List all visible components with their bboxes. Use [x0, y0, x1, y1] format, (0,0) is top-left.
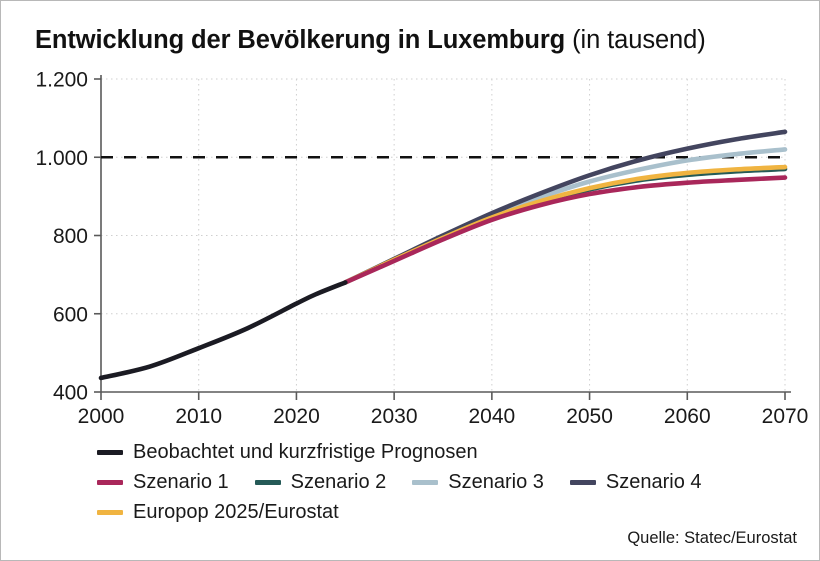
- chart-series-lines: [98, 129, 788, 381]
- chart-y-axis-labels: 400 600 800 1.000 1.200: [35, 69, 88, 405]
- legend-label: Europop 2025/Eurostat: [133, 500, 339, 523]
- legend-color-swatch-icon: [97, 509, 123, 515]
- y-tick-label: 1.200: [35, 69, 88, 92]
- legend-label: Beobachtet und kurzfristige Prognosen: [133, 440, 478, 463]
- x-tick-label: 2000: [78, 405, 125, 428]
- chart-plot-area: 400 600 800 1.000 1.200 2000 2010 2020 2030 2040…: [35, 69, 809, 429]
- legend-label: Szenario 1: [133, 470, 229, 493]
- legend-color-swatch-icon: [254, 479, 281, 485]
- y-tick-label: 600: [53, 303, 88, 326]
- chart-tick-marks: [94, 78, 786, 400]
- x-tick-label: 2070: [762, 405, 809, 428]
- chart-line-beobachtet-und-kurzfristige-prognosen: [98, 280, 348, 381]
- legend-item-szenario-4[interactable]: Szenario 4: [569, 470, 702, 494]
- legend-item-europop-2025-eurostat[interactable]: Europop 2025/Eurostat: [97, 501, 339, 524]
- legend-color-swatch-icon: [569, 479, 596, 485]
- x-tick-label: 2020: [273, 405, 320, 428]
- legend-item-szenario-2[interactable]: Szenario 2: [254, 470, 387, 494]
- chart-line-szenario-1: [342, 175, 788, 285]
- x-tick-label: 2010: [175, 405, 222, 428]
- chart-title-subtitle: (in tausend): [572, 26, 706, 54]
- chart-source-note: Quelle: Statec/Eurostat: [627, 529, 797, 547]
- legend-row: Szenario 1 Szenario 2 Szenario 3 Szenario 4: [97, 467, 797, 497]
- legend-label: Szenario 3: [448, 470, 544, 493]
- chart-x-axis-labels: 2000 2010 2020 2030 2040 2050 2060 2070: [78, 405, 809, 428]
- y-tick-label: 400: [53, 382, 88, 405]
- legend-label: Szenario 2: [290, 470, 387, 493]
- y-tick-label: 1.000: [35, 147, 88, 170]
- x-tick-label: 2050: [566, 405, 613, 428]
- x-tick-label: 2030: [371, 405, 418, 428]
- chart-axes: [100, 75, 791, 393]
- chart-legend: Beobachtet und kurzfristige Prognosen Sze…: [97, 437, 797, 527]
- x-tick-label: 2040: [468, 405, 515, 428]
- legend-item-beobachtet-und-kurzfristige-prognosen[interactable]: Beobachtet und kurzfristige Prognosen: [97, 441, 478, 464]
- chart-title-main: Entwicklung der Bevölkerung in Luxemburg: [35, 26, 566, 54]
- legend-row: Europop 2025/Eurostat: [97, 497, 797, 527]
- legend-item-szenario-1[interactable]: Szenario 1: [97, 471, 229, 494]
- legend-row: Beobachtet und kurzfristige Prognosen: [97, 437, 797, 467]
- legend-color-swatch-icon: [412, 479, 439, 485]
- x-tick-label: 2060: [664, 405, 711, 428]
- chart-title: Entwicklung der Bevölkerung in Luxemburg…: [35, 26, 706, 55]
- legend-color-swatch-icon: [97, 449, 123, 455]
- legend-color-swatch-icon: [97, 479, 123, 485]
- legend-label: Szenario 4: [605, 470, 702, 493]
- legend-item-szenario-3[interactable]: Szenario 3: [412, 471, 544, 494]
- y-tick-label: 800: [53, 225, 88, 248]
